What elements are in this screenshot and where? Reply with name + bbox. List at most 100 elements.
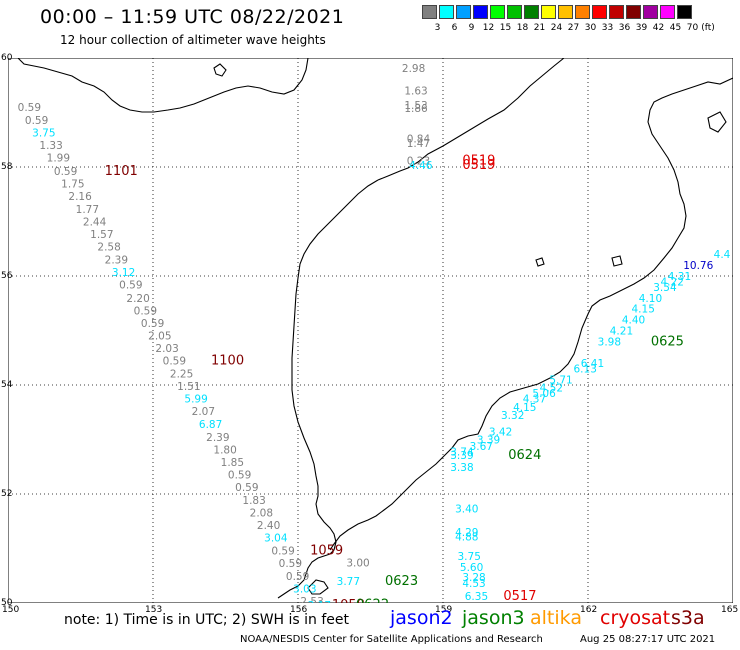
legend-swatch [422, 5, 437, 19]
wave-height-label: 1.51 [177, 381, 200, 393]
wave-height-label: 1.83 [242, 495, 265, 507]
wave-height-label: 0.59 [54, 166, 77, 178]
pass-time-label: 0625 [651, 334, 684, 349]
legend-label: 18 [516, 23, 529, 33]
legend-swatch [575, 5, 590, 19]
wave-height-label: 1.85 [221, 457, 244, 469]
wave-height-label: 2.08 [250, 508, 273, 520]
graticule [8, 58, 733, 603]
wave-height-label: 4.40 [622, 315, 645, 327]
wave-height-label: 4.4 [714, 249, 731, 261]
lon-tick-label: 156 [290, 605, 308, 615]
lat-tick-label: 56 [1, 271, 13, 281]
wave-height-label: 4.22 [661, 276, 684, 288]
pass-time-label: 0517 [503, 589, 536, 603]
wave-height-label: 3.03 [293, 583, 316, 595]
legend-label: 36 [618, 23, 631, 33]
wave-height-label: 0.59 [163, 355, 186, 367]
wave-height-label: 1.80 [213, 444, 236, 456]
wave-height-label: 1.99 [47, 153, 70, 165]
satellite-jason2: jason2 [390, 607, 453, 629]
island-outline-2 [307, 579, 329, 595]
legend-label: 12 [482, 23, 495, 33]
footer-credit: NOAA/NESDIS Center for Satellite Applica… [240, 634, 543, 645]
legend-label: 27 [567, 23, 580, 33]
wave-height-label: 4.88 [455, 532, 478, 544]
island-outline-1 [213, 63, 227, 77]
legend-swatch [507, 5, 522, 19]
legend-label: 33 [601, 23, 614, 33]
satellite-altika: altika [530, 607, 582, 629]
wave-height-label: 2.98 [402, 63, 425, 75]
wave-height-label: 4.53 [462, 578, 485, 590]
wave-height-label: 0.59 [119, 280, 142, 292]
okhotsk-west-coastline [277, 179, 379, 599]
legend-swatch [626, 5, 641, 19]
wave-height-label: 2.25 [170, 369, 193, 381]
wave-height-label: 10.76 [683, 260, 713, 272]
wave-height-label: 4.52 [540, 383, 563, 395]
wave-height-label: 3.12 [112, 267, 135, 279]
wave-height-label: 6.87 [199, 419, 222, 431]
altimeter-observations: 0.590.593.751.331.990.59 11011.752.161.77… [18, 63, 731, 603]
wave-height-label: 4.15 [632, 304, 655, 316]
wave-height-label: 3.32 [501, 410, 524, 422]
legend-swatch [490, 5, 505, 19]
pass-time-label: 1059 [310, 544, 343, 559]
coastline [17, 58, 733, 599]
lat-tick-label: 58 [1, 162, 13, 172]
wave-height-label: 0.59 [271, 546, 294, 558]
map-subtitle: 12 hour collection of altimeter wave hei… [60, 33, 326, 47]
lon-tick-label: 153 [145, 605, 163, 615]
lat-tick-label: 60 [1, 53, 13, 63]
wave-height-label: 4.29 [455, 527, 478, 539]
wave-height-label: 0.59 [25, 115, 48, 127]
wave-height-label: 1.47 [407, 138, 430, 150]
wave-height-label: 5.71 [549, 375, 572, 387]
legend-label: 30 [584, 23, 597, 33]
legend-swatch [660, 5, 675, 19]
wave-height-label: 2.20 [126, 293, 149, 305]
legend-label: 9 [468, 23, 475, 33]
wave-height-label: 0.59 [141, 318, 164, 330]
wave-height-label: 0.59 [228, 469, 251, 481]
island-outline-3 [611, 255, 623, 267]
wave-height-label: 2.16 [68, 191, 92, 203]
lon-tick-label: 150 [2, 605, 20, 615]
wave-height-label: 3.17 [308, 600, 331, 603]
wave-height-label: 6.13 [574, 364, 597, 376]
kamchatka-coastline [329, 58, 733, 551]
legend-label: 70 [686, 23, 699, 33]
wave-height-label: 1.77 [76, 204, 99, 216]
wave-height-label: 3.28 [462, 572, 485, 584]
wave-height-label: 2.39 [206, 432, 229, 444]
wave-height-label: 3.75 [458, 551, 481, 563]
wave-height-label: 1.33 [39, 140, 62, 152]
pass-time-label: 0623 [385, 574, 418, 589]
wave-height-label: 4.21 [610, 326, 633, 338]
legend-swatch [609, 5, 624, 19]
satellite-jason3: jason3 [462, 607, 525, 629]
island-outline-5 [707, 111, 727, 133]
legend-swatch [473, 5, 488, 19]
map-frame [8, 58, 733, 603]
wave-height-label: 0.59 [235, 482, 258, 494]
legend-label: 3 [434, 23, 441, 33]
wave-height-label: 3.74 [450, 446, 474, 458]
wave-height-label: 0.23 [407, 155, 430, 167]
wave-height-label: 3.75 [32, 128, 55, 140]
legend-label: 42 [652, 23, 665, 33]
wave-height-label: 1.53 [404, 100, 427, 112]
pass-time-label: 0624 [508, 448, 541, 463]
wave-height-label: 0.59 [279, 558, 302, 570]
wave-height-label: 4.31 [668, 271, 691, 283]
wave-height-label: 3.98 [598, 336, 621, 348]
legend-swatch [524, 5, 539, 19]
legend-swatch [592, 5, 607, 19]
lat-tick-label: 54 [1, 380, 13, 390]
wave-height-label: 2.07 [192, 406, 215, 418]
wave-height-label: 1.75 [61, 178, 84, 190]
island-outline-4 [535, 257, 545, 267]
wave-height-label: 2.05 [148, 330, 171, 342]
footer-timestamp: Aug 25 08:27:17 UTC 2021 [580, 634, 716, 645]
